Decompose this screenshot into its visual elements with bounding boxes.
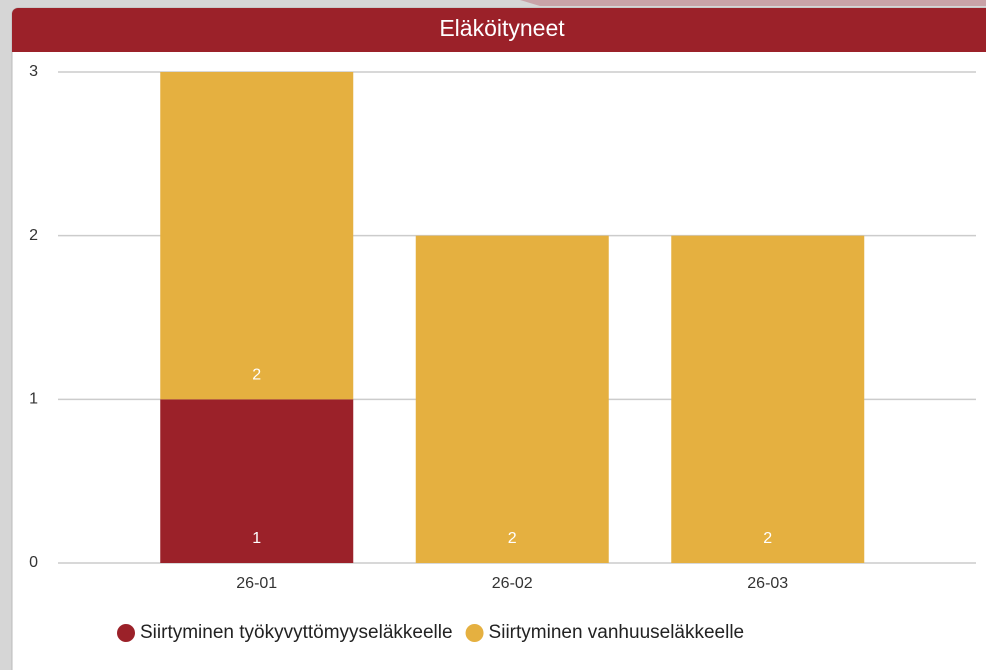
data-label: 2	[252, 367, 261, 384]
chart-title: Eläköityneet	[439, 15, 565, 41]
backdrop-strip	[520, 0, 986, 6]
title-bar	[12, 8, 986, 52]
bar-segment	[160, 72, 354, 400]
y-tick-label: 1	[29, 391, 38, 408]
legend-marker	[117, 624, 135, 642]
legend-label: Siirtyminen työkyvyttömyyseläkkeelle	[140, 622, 453, 643]
bar-segment	[415, 235, 609, 563]
legend-label: Siirtyminen vanhuuseläkkeelle	[489, 622, 745, 643]
x-tick-label: 26-02	[492, 575, 533, 592]
y-tick-label: 3	[29, 63, 38, 80]
x-tick-label: 26-03	[747, 575, 788, 592]
data-label: 2	[508, 530, 517, 547]
bar-segment	[671, 235, 865, 563]
legend-marker	[465, 624, 484, 642]
bar-segment	[160, 399, 354, 563]
x-tick-label: 26-01	[236, 575, 277, 592]
data-label: 2	[763, 530, 772, 547]
data-label: 1	[252, 530, 261, 547]
y-tick-label: 2	[29, 227, 38, 244]
y-tick-label: 0	[29, 554, 38, 571]
